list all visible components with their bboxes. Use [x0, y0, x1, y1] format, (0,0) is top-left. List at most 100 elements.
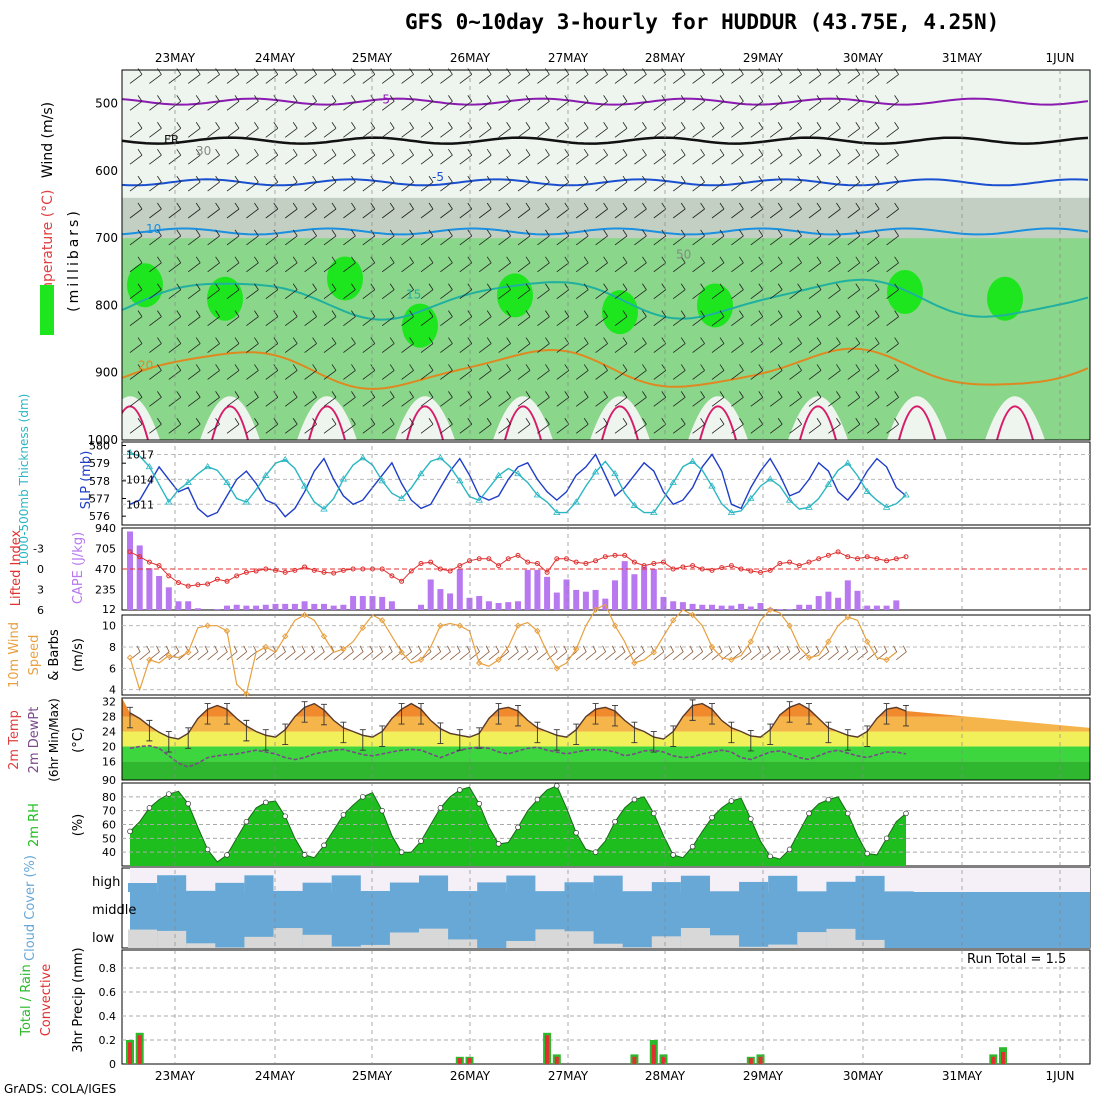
- profile-panel: [122, 68, 1090, 441]
- slp-line: [129, 453, 907, 518]
- wind-barb: [692, 229, 705, 246]
- wind-barb: [672, 256, 686, 273]
- wind-barb: [672, 202, 686, 219]
- wind-barb: [886, 283, 899, 300]
- rh-point: [573, 830, 579, 836]
- wind-barb: [634, 645, 645, 661]
- low-cloud-bar: [419, 928, 449, 948]
- high-cloud-bar: [331, 875, 361, 892]
- wind-barb: [323, 364, 337, 380]
- wind-barb: [866, 337, 880, 353]
- wind-barb: [634, 256, 647, 273]
- wind-barb: [711, 391, 725, 407]
- lifted-index-point: [253, 568, 259, 574]
- wind-barb: [314, 645, 325, 661]
- date-label-bottom: 1JUN: [1046, 1069, 1075, 1083]
- wind-speed-point: [669, 617, 677, 624]
- rh-point: [631, 796, 638, 803]
- wind-barb: [381, 337, 395, 353]
- wind-barb: [750, 645, 762, 661]
- precip-tick: 0: [109, 1058, 116, 1071]
- wind-barb: [381, 364, 395, 380]
- wind-barb: [847, 391, 861, 407]
- rh-point: [612, 818, 618, 825]
- rh-point: [379, 807, 385, 814]
- wind-barb: [440, 364, 453, 380]
- thickness-tick: 578: [89, 475, 110, 488]
- wind-barb: [886, 68, 899, 84]
- thickness-point: [378, 477, 386, 484]
- wind-barb: [634, 122, 647, 138]
- wind-barb: [246, 391, 259, 407]
- li-ylabel: Lifted Index: [9, 529, 24, 606]
- wind-barb: [769, 148, 783, 165]
- wind-barb: [808, 283, 822, 300]
- minmax-bar: [767, 723, 774, 746]
- thickness-point: [436, 454, 445, 461]
- wind-barb: [760, 645, 772, 661]
- wind-barb: [769, 95, 783, 111]
- wind-barb: [420, 645, 432, 661]
- cape-bar: [456, 569, 463, 610]
- wind-barb: [692, 256, 705, 273]
- wind-barb: [362, 202, 376, 219]
- wind-barb: [769, 283, 783, 300]
- temp-tick: 28: [102, 711, 116, 724]
- minmax-bar: [282, 723, 289, 746]
- wind-barb: [149, 310, 162, 326]
- wind-barb: [653, 256, 667, 273]
- wind-barb: [575, 364, 589, 380]
- wind-barb: [614, 283, 628, 300]
- wind-barb: [149, 645, 160, 661]
- cape-bar: [311, 603, 318, 610]
- wind-barb: [731, 175, 744, 192]
- date-label-bottom: 28MAY: [645, 1069, 686, 1083]
- lifted-index-point: [476, 556, 482, 562]
- wind-barb: [808, 337, 822, 353]
- wind-barb: [478, 68, 492, 84]
- wind-ylabel-2: Speed: [27, 635, 42, 676]
- low-cloud-bar: [739, 946, 769, 948]
- wind-barb: [575, 391, 589, 407]
- wind-barb: [187, 148, 201, 165]
- low-cloud-bar: [535, 929, 565, 948]
- cape-bar: [165, 587, 172, 610]
- wind-barb: [847, 122, 861, 138]
- wind-barb: [789, 95, 802, 111]
- high-cloud-bar: [651, 882, 681, 892]
- precip-panel: [121, 949, 1091, 1065]
- wind-barb: [876, 645, 888, 661]
- wind-barb: [362, 95, 376, 111]
- minmax-bar: [243, 719, 250, 742]
- wind-barb: [808, 418, 822, 434]
- thickness-line: [129, 451, 907, 514]
- cape-bar: [815, 596, 822, 610]
- thickness-tick: 577: [89, 493, 110, 506]
- cape-bar: [757, 603, 764, 610]
- wind-barb: [789, 256, 802, 273]
- temp-tick: 32: [102, 696, 116, 709]
- wind-speed-line: [129, 603, 897, 696]
- wind-barb: [672, 175, 686, 192]
- slp-tick: 1011: [126, 498, 154, 511]
- wind-barb: [401, 418, 414, 434]
- wind-barb: [828, 645, 839, 661]
- wind-barb: [304, 418, 317, 434]
- lifted-index-point: [893, 556, 899, 562]
- cape-bar: [146, 568, 153, 610]
- rh-point: [321, 842, 327, 848]
- date-label-bottom: 26MAY: [450, 1069, 491, 1083]
- wind-barb: [478, 229, 492, 246]
- wind-barb: [304, 337, 317, 353]
- wind-barb: [343, 68, 356, 84]
- wind-barb: [323, 418, 337, 434]
- lifted-index-point: [631, 559, 637, 565]
- wind-barb: [265, 283, 279, 300]
- wind-barb: [731, 256, 744, 273]
- wind-barb: [149, 229, 162, 246]
- minmax-bar: [379, 725, 386, 747]
- wind-barb: [469, 645, 481, 661]
- rh-point: [224, 852, 230, 858]
- precip-tick: 0.6: [99, 986, 117, 999]
- rh-point: [592, 849, 599, 855]
